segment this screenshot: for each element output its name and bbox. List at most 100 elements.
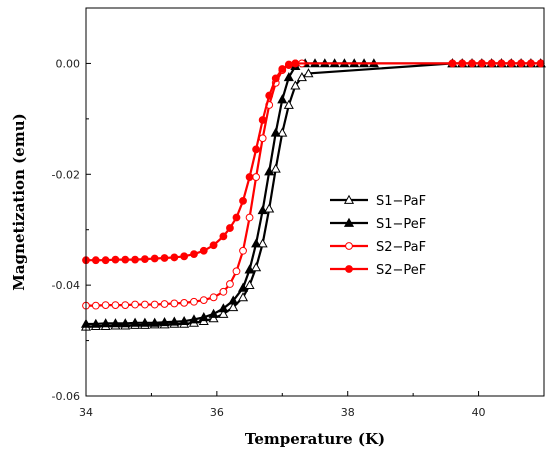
data-point <box>100 318 111 328</box>
data-point <box>228 302 239 312</box>
series-1 <box>80 58 546 328</box>
y-tick-label: -0.06 <box>52 390 80 403</box>
plot-frame <box>85 7 545 397</box>
data-point <box>228 295 239 305</box>
data-point <box>244 279 255 290</box>
series-0 <box>80 58 546 331</box>
data-point <box>188 314 200 324</box>
data-point <box>140 255 149 263</box>
data-point <box>257 205 268 215</box>
data-point <box>252 145 261 154</box>
data-point <box>258 134 267 143</box>
data-point <box>218 303 229 313</box>
data-point <box>131 300 139 309</box>
data-point <box>271 74 280 83</box>
data-point <box>245 173 254 181</box>
data-point <box>517 59 525 68</box>
data-point <box>257 238 268 248</box>
x-tick-label: 34 <box>79 406 93 419</box>
data-point <box>219 287 228 296</box>
data-point <box>180 298 189 307</box>
ticks-layer: 34 36 38 40 0.00 -0.02 -0.04 -0.06 <box>52 57 486 419</box>
y-tick-label: -0.04 <box>52 279 80 292</box>
data-point <box>170 299 179 308</box>
data-point <box>131 255 139 264</box>
y-axis-title: Magnetization (emu) <box>10 113 28 290</box>
data-point <box>139 317 150 327</box>
data-point <box>208 308 219 318</box>
data-point <box>101 256 110 265</box>
data-point <box>251 262 262 272</box>
data-point <box>111 255 120 264</box>
data-point <box>232 213 241 222</box>
y-tick-label: 0.00 <box>56 57 81 70</box>
data-point <box>458 59 467 68</box>
legend-marker <box>345 265 353 273</box>
data-point <box>244 264 255 274</box>
data-point <box>283 72 294 82</box>
series-3 <box>82 59 545 265</box>
legend-entry: S1−PeF <box>330 217 426 232</box>
data-point <box>121 301 130 309</box>
data-point <box>507 59 516 68</box>
data-point <box>219 232 228 241</box>
data-point <box>270 127 281 137</box>
data-point <box>497 59 506 68</box>
data-point <box>291 59 300 68</box>
data-point <box>91 256 100 265</box>
data-point <box>245 213 254 222</box>
data-point <box>209 293 218 302</box>
data-point <box>283 99 294 109</box>
data-point <box>251 238 262 248</box>
x-tick-label: 40 <box>472 406 486 419</box>
legend-entry: S2−PaF <box>330 240 426 255</box>
data-point <box>198 312 209 322</box>
legend-label: S2−PaF <box>376 240 426 255</box>
series-2 <box>82 59 545 310</box>
data-point <box>277 94 288 104</box>
data-point <box>232 267 241 276</box>
data-point <box>150 300 159 309</box>
x-tick-label: 36 <box>210 406 224 419</box>
data-point <box>252 173 261 181</box>
data-point <box>448 59 457 68</box>
legend-label: S1−PeF <box>376 217 426 232</box>
data-point <box>487 59 496 68</box>
data-point <box>237 282 249 292</box>
legend-marker <box>343 194 355 204</box>
data-point <box>199 296 208 305</box>
data-point <box>190 250 198 259</box>
data-point <box>290 80 301 90</box>
legend-marker <box>345 242 353 250</box>
data-point <box>226 224 234 232</box>
data-point <box>264 203 275 213</box>
data-point <box>169 316 180 326</box>
data-point <box>130 317 141 327</box>
data-point <box>270 163 281 173</box>
series-layer <box>80 58 546 331</box>
data-point <box>179 315 190 326</box>
data-point <box>237 292 249 302</box>
series-line <box>86 62 541 307</box>
data-point <box>190 297 198 306</box>
series-line <box>86 62 541 262</box>
x-axis-title: Temperature (K) <box>245 430 385 448</box>
data-point <box>226 280 234 288</box>
data-point <box>90 318 101 328</box>
data-point <box>303 68 314 78</box>
y-tick-label: -0.02 <box>52 168 80 181</box>
data-point <box>199 246 208 255</box>
legend-label: S2−PeF <box>376 263 426 278</box>
data-point <box>264 166 275 176</box>
data-point <box>170 253 179 262</box>
data-point <box>91 301 100 310</box>
data-point <box>527 59 535 68</box>
legend-marker <box>343 217 355 227</box>
data-point <box>536 59 545 68</box>
data-point <box>239 246 247 255</box>
data-point <box>277 127 288 137</box>
data-point <box>150 254 159 263</box>
data-point <box>208 313 219 323</box>
data-point <box>258 116 267 124</box>
